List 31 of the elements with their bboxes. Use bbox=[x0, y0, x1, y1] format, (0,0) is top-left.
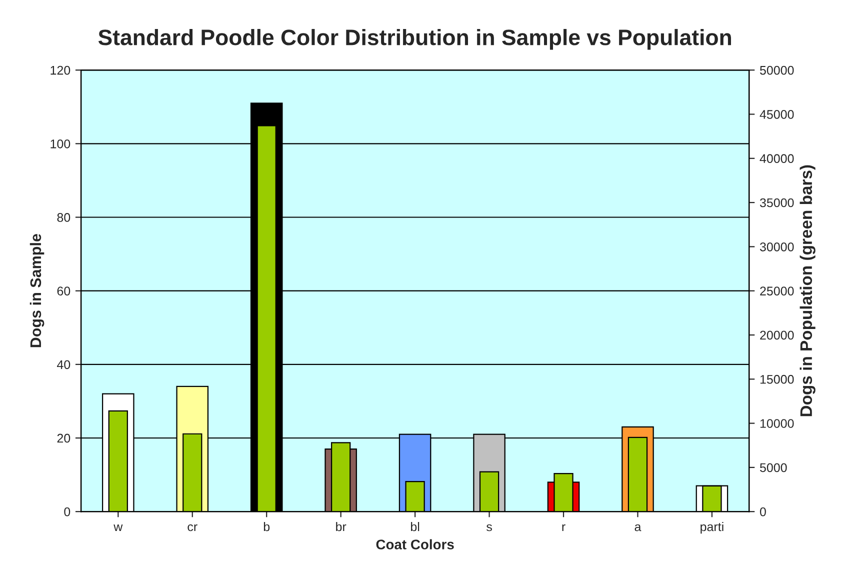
y-tick-label: 20 bbox=[57, 434, 70, 443]
y2-tick-label: 10000 bbox=[760, 419, 794, 428]
y-tick-label: 100 bbox=[50, 139, 70, 148]
y2-axis-title: Dogs in Population (green bars) bbox=[800, 165, 816, 416]
y2-tick-label: 0 bbox=[760, 507, 766, 516]
x-tick-label: s bbox=[486, 524, 492, 532]
y2-tick-label: 20000 bbox=[760, 330, 794, 340]
y-tick-label: 120 bbox=[50, 66, 70, 75]
y-tick-label: 80 bbox=[57, 213, 70, 222]
y2-tick-label: 35000 bbox=[760, 198, 794, 208]
x-tick-label: w bbox=[114, 524, 123, 532]
x-tick-label: b bbox=[264, 522, 270, 532]
y2-tick-label: 25000 bbox=[760, 286, 794, 296]
y-tick-label: 40 bbox=[56, 360, 70, 370]
chart-title: Standard Poodle Color Distribution in Sample vs Population bbox=[98, 28, 731, 50]
x-tick-label: r bbox=[562, 524, 566, 532]
y-tick-label: 0 bbox=[64, 507, 70, 516]
y2-tick-label: 15000 bbox=[760, 374, 794, 384]
x-tick-label: bl bbox=[410, 522, 420, 532]
y2-tick-label: 5000 bbox=[760, 463, 787, 472]
y2-tick-label: 40000 bbox=[760, 154, 794, 164]
y2-tick-label: 30000 bbox=[760, 242, 794, 252]
x-tick-label: cr bbox=[188, 524, 198, 532]
x-tick-label: parti bbox=[700, 522, 724, 534]
y2-tick-label: 45000 bbox=[760, 110, 794, 119]
y-axis-title: Dogs in Sample bbox=[30, 234, 44, 348]
y2-tick-label: 50000 bbox=[760, 66, 794, 75]
x-tick-label: br bbox=[336, 522, 346, 532]
x-tick-label: a bbox=[634, 524, 642, 532]
y-tick-label: 60 bbox=[57, 286, 70, 296]
x-axis-title: Coat Colors bbox=[376, 539, 454, 550]
